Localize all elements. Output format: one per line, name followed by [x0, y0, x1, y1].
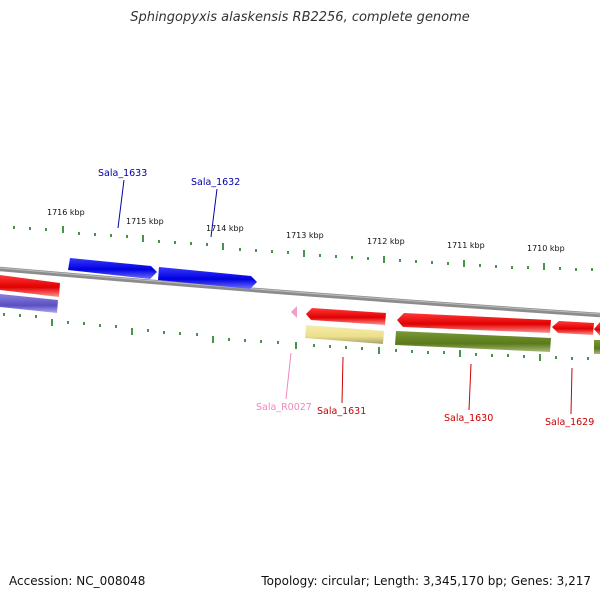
scale-label: 1713 kbp [286, 231, 324, 240]
cds-bar-sala-1631[interactable] [305, 325, 384, 344]
gene-label-sala-1631[interactable]: Sala_1631 [317, 406, 366, 417]
gene-label-leaders [117, 179, 573, 415]
gene-arrow-left-edge[interactable] [0, 275, 60, 297]
topology-text: Topology: circular; Length: 3,345,170 bp… [261, 574, 591, 588]
gene-arrow-sala-1633[interactable] [68, 258, 157, 279]
gene-label-sala-1633[interactable]: Sala_1633 [98, 168, 147, 179]
scale-label: 1712 kbp [367, 237, 405, 246]
gene-label-sala-1630[interactable]: Sala_1630 [444, 413, 493, 424]
scale-label: 1715 kbp [126, 217, 164, 226]
gene-arrow-sala-1632[interactable] [158, 267, 257, 289]
gene-arrow-sala-1629[interactable] [552, 321, 594, 335]
cds-bar-left-edge[interactable] [0, 294, 58, 313]
scale-label: 1711 kbp [447, 241, 485, 250]
scale-label: 1710 kbp [527, 244, 565, 253]
scale-label: 1714 kbp [206, 224, 244, 233]
gene-arrow-right-edge[interactable] [594, 322, 600, 336]
cds-bar-right-edge[interactable] [594, 340, 600, 354]
rna-marker-sala-r0027[interactable] [291, 306, 297, 318]
gene-label-sala-r0027[interactable]: Sala_R0027 [256, 402, 312, 413]
upper-scale-ruler [13, 226, 593, 271]
accession-text: Accession: NC_008048 [9, 574, 146, 588]
gene-labels: Sala_1633 Sala_1632 Sala_R0027 Sala_1631… [98, 168, 594, 428]
genome-backbone-highlight [0, 267, 600, 315]
scale-labels: 1716 kbp 1715 kbp 1714 kbp 1713 kbp 1712… [47, 208, 565, 253]
lower-scale-ruler [3, 313, 589, 361]
gene-label-sala-1629[interactable]: Sala_1629 [545, 417, 594, 428]
scale-label: 1716 kbp [47, 208, 85, 217]
cds-bar-sala-1630[interactable] [395, 331, 551, 352]
genome-backbone [0, 266, 600, 318]
gene-arrow-sala-1630[interactable] [397, 313, 551, 333]
map-title: Sphingopyxis alaskensis RB2256, complete… [130, 10, 470, 25]
gene-arrow-sala-1631[interactable] [306, 308, 386, 325]
gene-label-sala-1632[interactable]: Sala_1632 [191, 177, 240, 188]
